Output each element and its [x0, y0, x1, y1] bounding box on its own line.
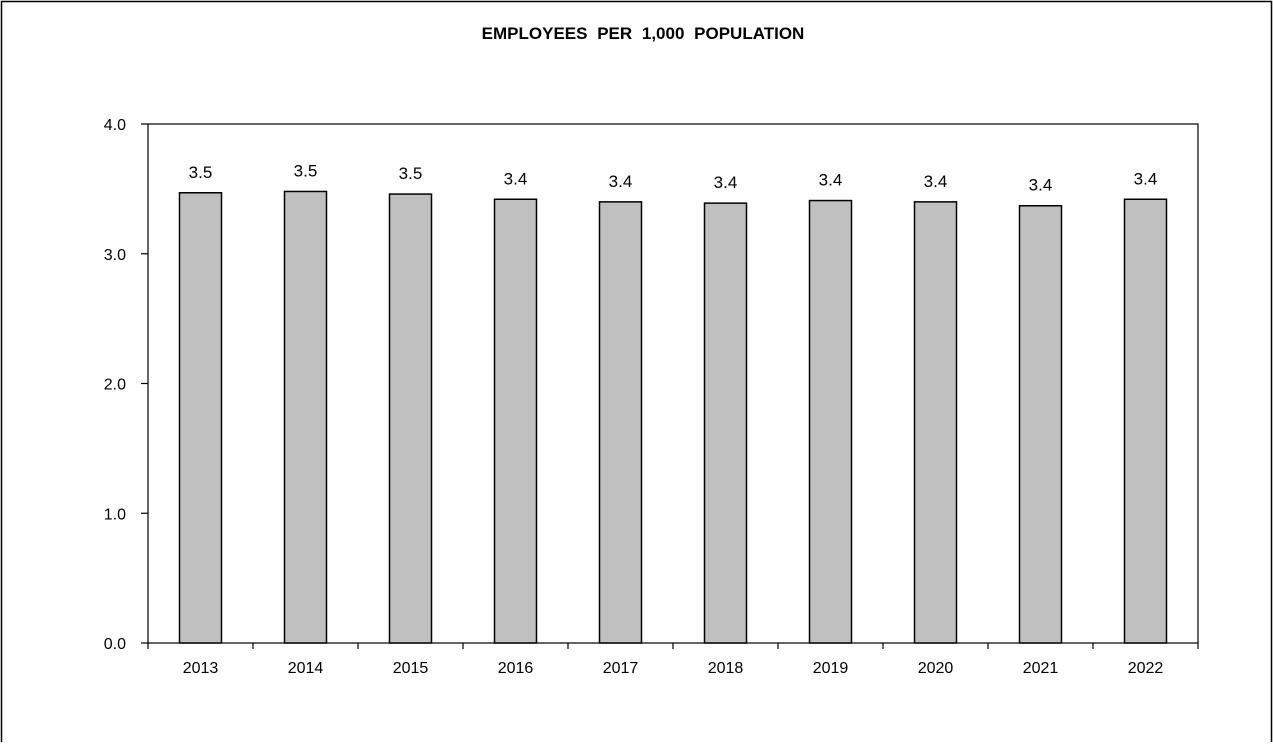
- bar-value-label: 3.4: [1029, 176, 1053, 195]
- bar: [598, 201, 643, 644]
- bar: [1018, 204, 1063, 644]
- chart-title: EMPLOYEES PER 1,000 POPULATION: [482, 24, 805, 43]
- x-tick-label: 2017: [603, 660, 639, 677]
- y-tick-label: 2.0: [104, 377, 126, 394]
- x-tick-label: 2014: [288, 660, 324, 677]
- bar-value-label: 3.5: [189, 163, 213, 182]
- bar: [493, 198, 538, 644]
- bar-value-label: 3.4: [714, 173, 738, 192]
- bar: [703, 202, 748, 644]
- x-tick-label: 2015: [393, 660, 429, 677]
- bar-value-label: 3.4: [819, 171, 843, 190]
- x-tick-label: 2013: [183, 660, 219, 677]
- x-tick-label: 2018: [708, 660, 744, 677]
- bar-value-label: 3.4: [1134, 169, 1158, 188]
- bar-value-label: 3.4: [609, 172, 633, 191]
- x-tick-label: 2022: [1128, 660, 1164, 677]
- x-axis: 2013 2014 2015 2016 2017 2018 2019 2020 2021 2022: [147, 643, 1199, 677]
- bar-value-label: 3.4: [924, 172, 948, 191]
- y-tick-label: 3.0: [104, 247, 126, 264]
- bar: [808, 199, 853, 644]
- data-labels: 3.5 3.5 3.5 3.4 3.4 3.4 3.4 3.4 3.4 3.4: [189, 161, 1158, 194]
- bar: [178, 192, 223, 644]
- bar: [1123, 198, 1168, 644]
- x-tick-label: 2016: [498, 660, 534, 677]
- y-tick-label: 4.0: [104, 117, 126, 134]
- y-tick-label: 1.0: [104, 506, 126, 523]
- y-tick-label: 0.0: [104, 636, 126, 653]
- bar: [913, 201, 958, 644]
- x-tick-label: 2019: [813, 660, 849, 677]
- y-axis: 0.0 1.0 2.0 3.0 4.0: [104, 117, 148, 653]
- x-tick-label: 2020: [918, 660, 954, 677]
- bar-value-label: 3.5: [294, 161, 318, 180]
- x-tick-label: 2021: [1023, 660, 1059, 677]
- bar-value-label: 3.5: [399, 164, 423, 183]
- bar-value-label: 3.4: [504, 169, 528, 188]
- bar: [283, 190, 328, 644]
- bar: [388, 193, 433, 644]
- bar-series: [178, 190, 1168, 644]
